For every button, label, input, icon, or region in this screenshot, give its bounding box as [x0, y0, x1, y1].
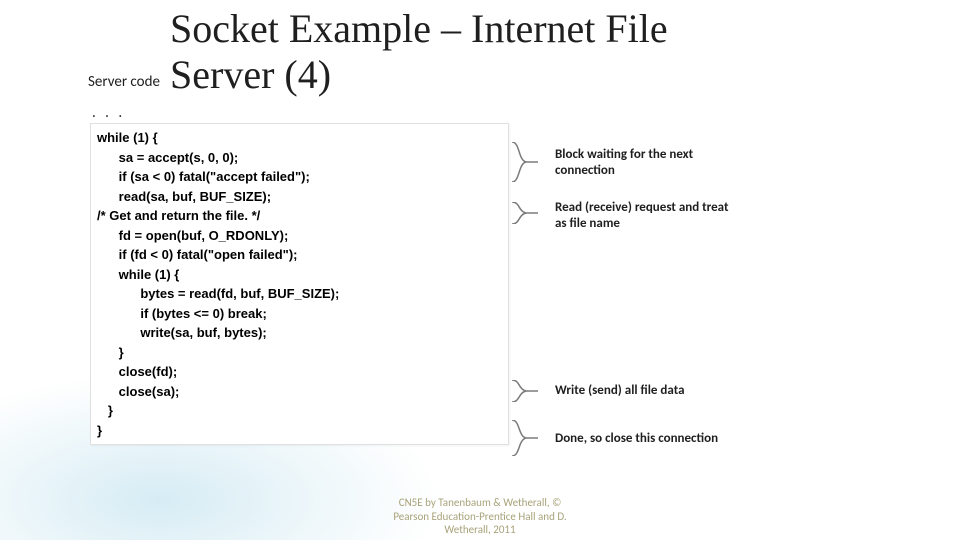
code-line: }	[97, 343, 502, 363]
annot-text: Block waiting for the next	[555, 147, 693, 162]
footer-l2: Pearson Education-Prentice Hall and D.	[393, 510, 566, 523]
code-line: if (fd < 0) fatal("open failed");	[97, 245, 502, 265]
code-line: close(fd);	[97, 362, 502, 382]
annotation-close-conn: Done, so close this connection	[555, 431, 835, 447]
code-block: while (1) { sa = accept(s, 0, 0); if (sa…	[90, 123, 509, 445]
annotation-block-waiting: Block waiting for the next connection	[555, 147, 835, 178]
brace-icon	[510, 202, 524, 224]
code-line: while (1) {	[97, 265, 502, 285]
footer-l1: CN5E by Tanenbaum & Wetherall, ©	[399, 496, 562, 509]
server-code-label: Server code	[88, 73, 160, 91]
code-ellipsis: . . .	[92, 104, 125, 122]
annotation-write-data: Write (send) all file data	[555, 383, 835, 399]
code-line: }	[97, 421, 502, 441]
code-line: fd = open(buf, O_RDONLY);	[97, 226, 502, 246]
annot-text: connection	[555, 163, 615, 178]
brace-icon	[510, 420, 524, 456]
footer-l3: Wetherall, 2011	[444, 523, 515, 536]
code-line: read(sa, buf, BUF_SIZE);	[97, 187, 502, 207]
code-line: sa = accept(s, 0, 0);	[97, 148, 502, 168]
annot-text: Done, so close this connection	[555, 431, 718, 446]
title-line2: Server (4)	[170, 52, 331, 97]
code-line: /* Get and return the file. */	[97, 206, 502, 226]
annot-text: Read (receive) request and treat	[555, 200, 728, 215]
code-line: if (sa < 0) fatal("accept failed");	[97, 167, 502, 187]
slide-title: Socket Example – Internet File Server (4…	[170, 6, 668, 98]
brace-icon	[510, 380, 524, 402]
brace-icon	[510, 142, 524, 182]
code-line: while (1) {	[97, 128, 502, 148]
code-line: if (bytes <= 0) break;	[97, 304, 502, 324]
code-line: }	[97, 401, 502, 421]
annot-text: Write (send) all file data	[555, 383, 685, 398]
code-line: bytes = read(fd, buf, BUF_SIZE);	[97, 284, 502, 304]
title-line1: Socket Example – Internet File	[170, 6, 668, 51]
code-line: close(sa);	[97, 382, 502, 402]
code-line: write(sa, buf, bytes);	[97, 323, 502, 343]
footer-citation: CN5E by Tanenbaum & Wetherall, © Pearson…	[0, 496, 960, 536]
annotation-read-request: Read (receive) request and treat as file…	[555, 200, 835, 231]
annot-text: as file name	[555, 216, 620, 231]
